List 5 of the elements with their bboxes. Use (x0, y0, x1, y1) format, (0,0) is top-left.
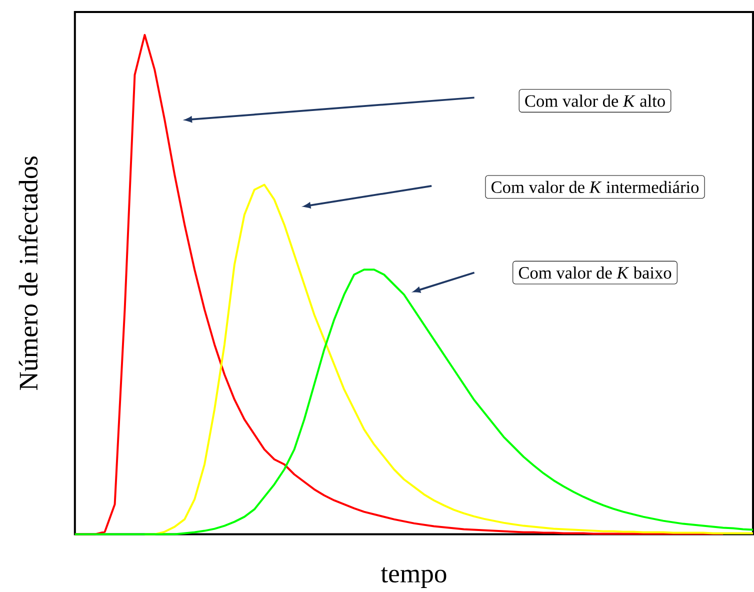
annotation: Com valor de K baixo (518, 266, 672, 278)
annotation: Com valor de K intermediário (492, 180, 699, 193)
y-axis-title: Número de infectados (18, 156, 38, 390)
annotation: Com valor de K alto (525, 94, 665, 107)
x-axis-title: tempo (380, 567, 446, 588)
